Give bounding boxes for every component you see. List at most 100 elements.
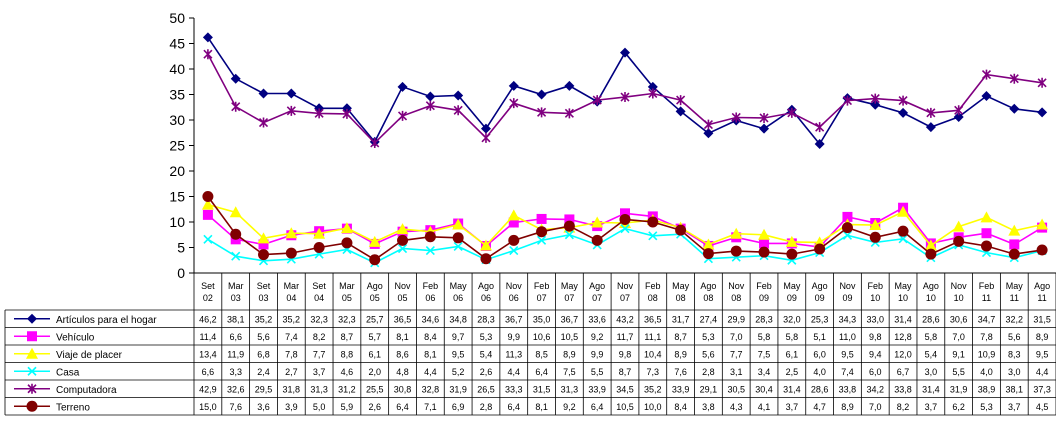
data-point-marker bbox=[758, 228, 771, 240]
data-point-marker bbox=[231, 251, 241, 261]
data-point-marker bbox=[286, 105, 296, 116]
table-cell-value: 5,6 bbox=[1008, 332, 1021, 342]
data-point-marker bbox=[925, 248, 937, 260]
table-cell-value: 29,1 bbox=[700, 384, 718, 394]
data-point-marker bbox=[925, 122, 936, 133]
table-cell-value: 8,6 bbox=[396, 349, 409, 359]
table-cell-value: 10,4 bbox=[644, 349, 662, 359]
x-tick-label-year: 04 bbox=[314, 293, 324, 303]
data-point-marker bbox=[285, 227, 298, 239]
table-cell-value: 34,3 bbox=[839, 314, 857, 324]
table-cell-value: 34,5 bbox=[616, 384, 634, 394]
data-point-marker bbox=[26, 347, 38, 359]
table-cell-value: 25,5 bbox=[366, 384, 384, 394]
table-cell-value: 5,3 bbox=[980, 402, 993, 412]
table-cell-value: 2,0 bbox=[368, 367, 381, 377]
table-cell-value: 10,0 bbox=[644, 402, 662, 412]
x-tick-label-month: Ago bbox=[478, 281, 494, 291]
x-tick-label-year: 09 bbox=[815, 293, 825, 303]
data-point-marker bbox=[620, 47, 630, 58]
data-point-marker bbox=[258, 239, 269, 250]
y-tick-label: 0 bbox=[177, 265, 185, 281]
x-tick-label-year: 05 bbox=[342, 293, 352, 303]
data-point-marker bbox=[536, 89, 547, 100]
table-cell-value: 2,4 bbox=[257, 367, 270, 377]
table-cell-value: 28,6 bbox=[811, 384, 829, 394]
data-point-marker bbox=[370, 137, 380, 148]
y-tick-label: 5 bbox=[177, 240, 185, 256]
data-point-marker bbox=[508, 234, 520, 246]
table-cell-value: 33,8 bbox=[839, 384, 857, 394]
table-cell-value: 3,8 bbox=[702, 402, 715, 412]
x-tick-label-month: Feb bbox=[534, 281, 550, 291]
x-tick-label-year: 04 bbox=[286, 293, 296, 303]
table-cell-value: 12,8 bbox=[894, 332, 912, 342]
table-cell-value: 8,3 bbox=[1008, 349, 1021, 359]
data-point-marker bbox=[564, 108, 574, 119]
table-cell-value: 7,4 bbox=[841, 367, 854, 377]
data-point-marker bbox=[231, 101, 241, 112]
data-point-marker bbox=[314, 108, 324, 119]
data-point-marker bbox=[481, 132, 491, 143]
table-cell-value: 31,9 bbox=[950, 384, 968, 394]
table-cell-value: 3,0 bbox=[925, 367, 938, 377]
table-cell-value: 3,7 bbox=[1008, 402, 1021, 412]
table-cell-value: 5,8 bbox=[925, 332, 938, 342]
data-point-marker bbox=[229, 206, 242, 218]
y-tick-label: 45 bbox=[169, 36, 185, 52]
table-cell-value: 8,7 bbox=[674, 332, 687, 342]
data-point-marker bbox=[620, 92, 630, 103]
data-point-marker bbox=[285, 247, 297, 259]
table-cell-value: 46,2 bbox=[199, 314, 217, 324]
data-point-marker bbox=[537, 107, 547, 118]
data-point-marker bbox=[787, 107, 797, 118]
data-point-marker bbox=[452, 232, 464, 244]
data-point-marker bbox=[1008, 248, 1020, 260]
x-tick-label-month: Mar bbox=[228, 281, 244, 291]
table-cell-value: 38,9 bbox=[978, 384, 996, 394]
data-point-marker bbox=[397, 110, 408, 121]
data-point-marker bbox=[368, 235, 381, 247]
table-cell-value: 8,7 bbox=[341, 332, 354, 342]
table-cell-value: 7,0 bbox=[869, 402, 882, 412]
table-cell-value: 8,8 bbox=[341, 349, 354, 359]
data-point-marker bbox=[702, 238, 715, 250]
table-cell-value: 5,5 bbox=[952, 367, 965, 377]
table-cell-value: 42,9 bbox=[199, 384, 217, 394]
data-point-marker bbox=[952, 220, 965, 232]
data-point-marker bbox=[620, 208, 630, 219]
x-tick-label-year: 08 bbox=[731, 293, 741, 303]
data-point-marker bbox=[27, 313, 37, 324]
table-cell-value: 3,7 bbox=[313, 367, 326, 377]
table-cell-value: 29,5 bbox=[255, 384, 273, 394]
data-table: Set 02 Mar 03 Set 03 Mar 04 Set 04 Mar 05 Ago 05 Nov 05… bbox=[4, 272, 1056, 416]
table-cell-value: 34,7 bbox=[978, 314, 996, 324]
data-point-marker bbox=[536, 226, 548, 238]
x-tick-label-year: 06 bbox=[425, 293, 435, 303]
x-tick-label-month: May bbox=[895, 281, 913, 291]
data-point-marker bbox=[202, 32, 213, 43]
table-cell-value: 10,5 bbox=[561, 332, 579, 342]
data-point-marker bbox=[397, 81, 408, 92]
data-point-marker bbox=[1009, 239, 1020, 250]
table-cell-value: 36,7 bbox=[561, 314, 579, 324]
table-cell-value: 2,8 bbox=[702, 367, 715, 377]
data-point-marker bbox=[508, 80, 519, 91]
x-tick-label-month: Nov bbox=[951, 281, 968, 291]
data-point-marker bbox=[759, 238, 770, 249]
table-cell-value: 7,6 bbox=[674, 367, 687, 377]
table-cell-value: 11,1 bbox=[644, 332, 661, 342]
data-point-marker bbox=[564, 230, 574, 240]
x-tick-label-year: 10 bbox=[926, 293, 936, 303]
x-tick-label-year: 11 bbox=[1037, 293, 1046, 303]
data-point-marker bbox=[981, 228, 992, 239]
table-cell-value: 13,4 bbox=[199, 349, 217, 359]
data-point-marker bbox=[591, 216, 604, 228]
table-cell-value: 9,8 bbox=[619, 349, 632, 359]
table-cell-value: 8,1 bbox=[396, 332, 409, 342]
table-cell-value: 4,3 bbox=[730, 402, 743, 412]
table-cell-value: 28,6 bbox=[922, 314, 940, 324]
legend-series-name: Computadora bbox=[56, 385, 117, 396]
x-tick-label-month: Nov bbox=[506, 281, 523, 291]
